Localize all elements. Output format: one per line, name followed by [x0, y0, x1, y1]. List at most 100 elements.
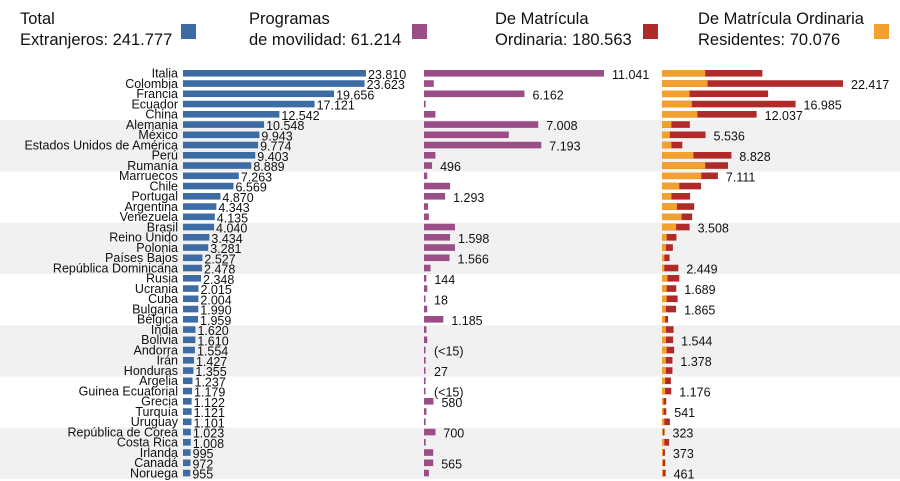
mobility-value-label: 1.293 — [453, 191, 484, 205]
total-bar — [183, 111, 280, 118]
total-value-label: 995 — [193, 447, 214, 461]
category-label: Ecuador — [131, 97, 178, 111]
ordinary-bar — [662, 264, 679, 272]
mobility-bar — [424, 141, 542, 149]
residents-bar — [662, 326, 666, 333]
ordinary-value-label: 7.111 — [726, 170, 755, 184]
category-label: Cuba — [148, 292, 178, 306]
total-bar — [183, 70, 366, 77]
residents-bar — [662, 418, 665, 426]
mobility-bar — [424, 377, 426, 385]
mobility-bar — [424, 244, 455, 251]
mobility-value-label: 7.193 — [549, 140, 580, 154]
category-label: Bélgica — [137, 313, 178, 327]
mobility-bar — [424, 275, 427, 282]
residents-bar — [662, 182, 680, 190]
total-bar — [183, 193, 221, 200]
mobility-bar — [424, 234, 451, 241]
row-band — [0, 325, 900, 377]
mobility-bar — [424, 428, 436, 436]
legend-residents-swatch — [874, 24, 889, 39]
residents-bar — [662, 398, 664, 405]
total-value-label: 1.620 — [197, 324, 228, 338]
total-value-label: 19.656 — [336, 88, 374, 102]
total-value-label: 1.427 — [196, 355, 227, 369]
category-label: Andorra — [134, 343, 179, 357]
mobility-bar — [424, 295, 426, 303]
ordinary-bar — [662, 305, 677, 313]
total-value-label: 4.135 — [217, 211, 248, 225]
ordinary-bar — [662, 70, 763, 77]
category-label: Alemania — [126, 118, 178, 132]
category-label: Chile — [150, 179, 179, 193]
total-value-label: 23.810 — [368, 68, 406, 82]
ordinary-bar — [662, 346, 675, 354]
category-label: Ucrania — [135, 282, 178, 296]
mobility-bar — [424, 418, 426, 426]
category-label: Estados Unidos de América — [24, 138, 178, 152]
total-bar — [183, 152, 256, 159]
category-label: República de Corea — [68, 425, 179, 439]
ordinary-bar — [662, 377, 671, 385]
mobility-bar — [424, 193, 446, 200]
total-bar — [183, 213, 215, 221]
category-label: Polonia — [136, 241, 178, 255]
total-bar — [183, 285, 199, 292]
mobility-column: 11.0416.1627.0087.1934961.2931.5981.5661… — [424, 68, 649, 477]
total-value-label: 1.554 — [197, 345, 228, 359]
mobility-bar — [424, 254, 450, 262]
total-bar — [183, 172, 239, 180]
total-bar — [183, 469, 191, 477]
total-value-label: 1.990 — [200, 304, 231, 318]
ordinary-value-label: 12.037 — [765, 109, 803, 123]
ordinary-bar — [662, 254, 670, 262]
mobility-value-label: 11.041 — [612, 68, 649, 82]
total-value-label: 23.623 — [367, 78, 405, 92]
ordinary-bar — [662, 90, 769, 98]
mobility-value-label: 18 — [434, 293, 448, 307]
total-value-label: 2.015 — [200, 283, 231, 297]
mobility-value-label: 1.598 — [458, 232, 489, 246]
residents-bar — [662, 459, 663, 467]
total-value-label: 1.122 — [194, 396, 225, 410]
total-value-label: 1.179 — [194, 386, 225, 400]
ordinary-bar — [662, 193, 691, 200]
legend-ordinary: De Matrícula Ordinaria: 180.563 — [495, 9, 632, 51]
ordinary-bar — [662, 357, 673, 364]
total-bar — [183, 223, 215, 231]
legend-residents: De Matrícula Ordinaria Residentes: 70.07… — [698, 9, 864, 51]
ordinary-bar — [662, 326, 674, 333]
ordinary-value-label: 2.449 — [686, 263, 717, 277]
ordinary-bar — [662, 418, 670, 426]
category-label: Irlanda — [140, 446, 178, 460]
mobility-bar — [424, 346, 426, 354]
legend-ordinary-swatch — [643, 24, 658, 39]
legend-total-title: Total — [20, 10, 55, 28]
mobility-bar — [424, 439, 426, 446]
legend-mobility-swatch — [412, 24, 427, 39]
mobility-bar — [424, 459, 434, 467]
total-bar — [183, 377, 193, 385]
mobility-bar — [424, 316, 444, 323]
legend-mobility-title: Programas — [249, 10, 330, 28]
category-label: Canadá — [134, 456, 178, 470]
mobility-value-label: 580 — [441, 396, 462, 410]
mobility-bar — [424, 70, 604, 77]
legend-total-value: Extranjeros: 241.777 — [20, 31, 173, 49]
residents-bar — [662, 285, 667, 292]
mobility-value-label: 7.008 — [546, 119, 577, 133]
total-value-label: 2.348 — [203, 273, 234, 287]
total-bar — [183, 234, 210, 241]
residents-bar — [662, 367, 666, 374]
total-bar — [183, 264, 203, 272]
total-bar — [183, 418, 192, 426]
ordinary-bar — [662, 80, 843, 87]
total-bar — [183, 459, 191, 467]
mobility-bar — [424, 469, 429, 477]
total-bar — [183, 428, 191, 436]
mobility-bar — [424, 336, 428, 344]
mobility-bar — [424, 182, 451, 190]
residents-bar — [662, 377, 666, 385]
total-bar — [183, 346, 195, 354]
